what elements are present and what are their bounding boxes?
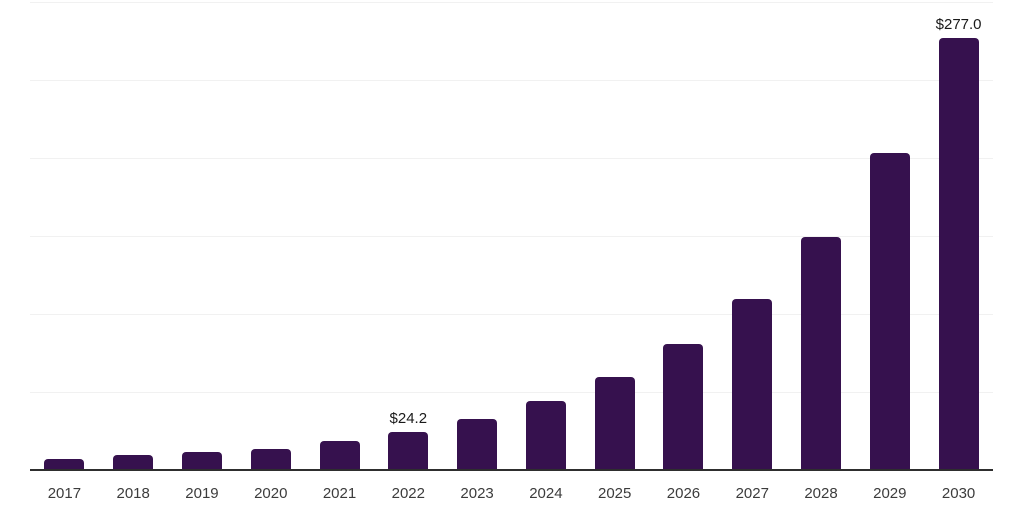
gridline-150 [30,236,993,237]
bar-2024 [525,401,566,470]
bar-2025 [594,377,635,470]
data-label-2030: $277.0 [935,15,982,33]
x-tick-label-2024: 2024 [529,485,563,502]
gridline-250 [30,80,993,81]
gridline-200 [30,158,993,159]
x-tick-label-2028: 2028 [804,485,838,502]
bar-2028 [801,236,842,470]
bar-2027 [732,299,773,470]
x-tick-label-2019: 2019 [185,485,219,502]
x-tick-label-2018: 2018 [116,485,150,502]
x-tick-label-2027: 2027 [735,485,769,502]
bar-2022 [388,432,429,470]
data-label-2022: $24.2 [389,410,428,428]
x-tick-label-2023: 2023 [460,485,494,502]
x-tick-label-2029: 2029 [873,485,907,502]
bar-2021 [319,441,360,470]
x-axis-line [30,469,993,471]
bar-2026 [663,343,704,470]
gridline-100 [30,314,993,315]
x-tick-label-2022: 2022 [391,485,425,502]
gridline-50 [30,392,993,393]
bar-2019 [181,452,222,470]
gridline-300 [30,2,993,3]
bar-2017 [44,459,85,470]
x-tick-label-2030: 2030 [941,485,976,502]
bar-2023 [457,418,498,470]
bar-2018 [113,455,154,470]
x-tick-label-2020: 2020 [254,485,288,502]
x-tick-label-2017: 2017 [47,485,82,502]
x-tick-label-2026: 2026 [666,485,701,502]
bar-2030 [938,37,979,470]
bar-2029 [869,152,910,470]
bar-2020 [250,448,291,470]
x-tick-label-2021: 2021 [322,485,357,502]
x-tick-label-2025: 2025 [597,485,632,502]
